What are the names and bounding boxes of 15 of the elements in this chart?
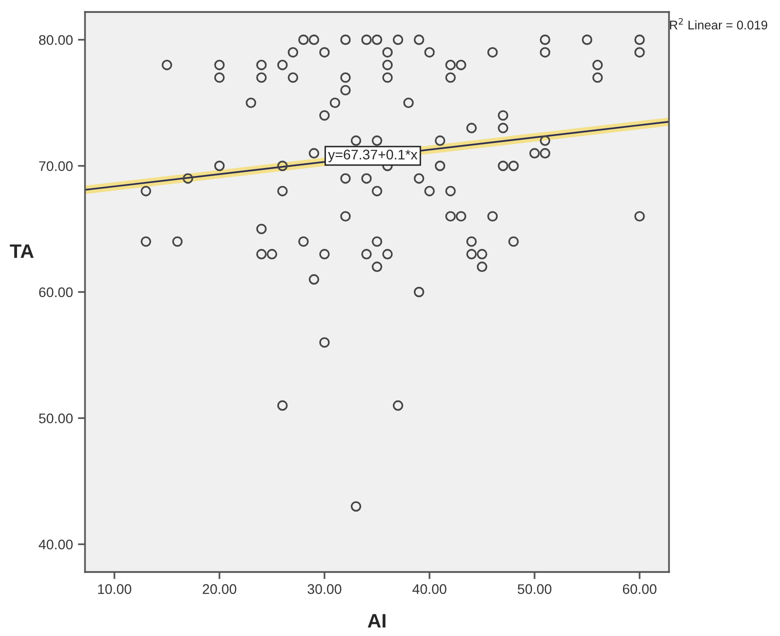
text: R$^{2}$ Linear = 0.019 [670, 18, 768, 30]
x-axis-title: AI [368, 614, 386, 628]
x-tick-label: 40.00 [412, 584, 446, 594]
x-tick-label: 30.00 [308, 584, 342, 594]
y-tick-label: 60.00 [39, 287, 73, 298]
x-tick-label: 20.00 [202, 584, 236, 594]
y-tick-label: 40.00 [38, 540, 73, 550]
y-tick-label: 50.00 [38, 413, 73, 424]
annotation: y=67.37+0.1*x [328, 150, 418, 162]
y-tick-label: 80.00 [39, 35, 73, 45]
y-axis-title: TA [10, 244, 34, 258]
x-tick-label: 10.00 [98, 584, 132, 594]
x-tick-label: 50.00 [518, 584, 552, 594]
y-tick-label: 70.00 [39, 161, 73, 172]
x-tick-label: 60.00 [622, 584, 656, 594]
